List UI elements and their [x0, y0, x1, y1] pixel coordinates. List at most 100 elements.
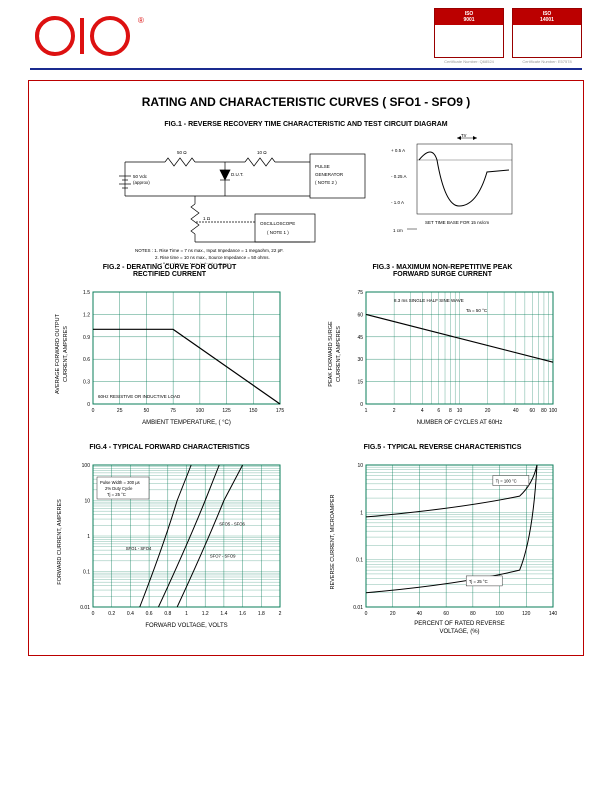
- svg-text:Ta = 50 °C: Ta = 50 °C: [466, 308, 488, 313]
- logo: ®: [30, 11, 150, 61]
- cert-badges: ISO9001 Certificate Number: Q68524 ISO14…: [434, 8, 582, 64]
- svg-text:1: 1: [185, 611, 188, 617]
- svg-text:4: 4: [420, 408, 423, 414]
- cert2-caption: Certificate Number: E57578: [512, 59, 582, 64]
- fig1-note1: NOTES : 1. Rise Time = 7 ns max., Input …: [135, 248, 284, 253]
- svg-text:100: 100: [548, 408, 557, 414]
- svg-text:SFO5 - SFO6: SFO5 - SFO6: [219, 521, 245, 526]
- svg-text:0.6: 0.6: [83, 357, 90, 363]
- fig1-wl-tb: SET TIME BASE FOR 15 ns/cm: [425, 220, 489, 225]
- fig4-chart: 00.20.40.60.811.21.41.61.820.010.1110100…: [45, 457, 295, 637]
- svg-text:100: 100: [495, 611, 504, 617]
- svg-text:75: 75: [357, 290, 363, 296]
- svg-text:40: 40: [416, 611, 422, 617]
- svg-text:0.1: 0.1: [356, 558, 363, 564]
- fig5-title: FIG.5 - TYPICAL REVERSE CHARACTERISTICS: [310, 444, 575, 451]
- svg-text:0: 0: [360, 402, 363, 408]
- svg-text:1.2: 1.2: [201, 611, 208, 617]
- main-title: RATING AND CHARACTERISTIC CURVES ( SFO1 …: [37, 95, 575, 109]
- svg-text:175: 175: [275, 408, 284, 414]
- svg-text:NUMBER OF CYCLES AT 60Hz: NUMBER OF CYCLES AT 60Hz: [416, 420, 502, 426]
- svg-text:60: 60: [357, 312, 363, 318]
- svg-text:Pulse Width = 300 µs: Pulse Width = 300 µs: [100, 480, 140, 485]
- svg-text:80: 80: [470, 611, 476, 617]
- svg-text:SFO7 - SFO9: SFO7 - SFO9: [209, 553, 235, 558]
- svg-text:0.2: 0.2: [108, 611, 115, 617]
- svg-text:Tj = 25 °C: Tj = 25 °C: [107, 492, 126, 497]
- svg-text:AMBIENT TEMPERATURE, ( °C): AMBIENT TEMPERATURE, ( °C): [142, 420, 231, 426]
- svg-text:®: ®: [138, 16, 144, 25]
- svg-text:1: 1: [364, 408, 367, 414]
- svg-text:2: 2: [392, 408, 395, 414]
- cert-iso-9001: ISO9001: [434, 8, 504, 58]
- svg-text:FORWARD CURRENT, AMPERES: FORWARD CURRENT, AMPERES: [57, 499, 63, 585]
- svg-text:PEAK FORWARD SURGE: PEAK FORWARD SURGE: [328, 321, 334, 387]
- svg-text:30: 30: [357, 357, 363, 363]
- svg-text:150: 150: [249, 408, 258, 414]
- svg-text:0.3: 0.3: [83, 380, 90, 386]
- svg-text:10: 10: [456, 408, 462, 414]
- svg-text:120: 120: [522, 611, 531, 617]
- fig5-chart: 0204060801001201400.010.1110Tj = 100 °CT…: [318, 457, 568, 637]
- svg-text:PERCENT OF RATED REVERSE: PERCENT OF RATED REVERSE: [414, 621, 504, 627]
- fig1-wave: Trr + 0.5 A - 0.25 A - 1.0 A SET TIME BA…: [387, 134, 517, 244]
- svg-text:1.2: 1.2: [83, 312, 90, 318]
- svg-text:10: 10: [84, 499, 90, 505]
- svg-text:( NOTE 1 ): ( NOTE 1 ): [267, 230, 289, 235]
- svg-text:50 Vdc: 50 Vdc: [133, 174, 148, 179]
- svg-text:PULSE: PULSE: [315, 164, 330, 169]
- svg-text:GENERATOR: GENERATOR: [315, 172, 344, 177]
- svg-text:CURRENT, AMPERES: CURRENT, AMPERES: [63, 326, 69, 382]
- svg-text:40: 40: [513, 408, 519, 414]
- fig1-r10: 10 Ω: [257, 150, 267, 155]
- svg-text:60: 60: [529, 408, 535, 414]
- cert2-num: 14001: [540, 17, 554, 23]
- svg-text:Tj = 100 °C: Tj = 100 °C: [495, 479, 516, 484]
- cert-iso-14001: ISO14001: [512, 8, 582, 58]
- svg-text:20: 20: [484, 408, 490, 414]
- svg-text:REVERSE CURRENT, MICROAMPER: REVERSE CURRENT, MICROAMPER: [330, 494, 336, 589]
- svg-text:6: 6: [437, 408, 440, 414]
- fig1-wl-cm: 1 cm: [393, 228, 403, 233]
- svg-text:0.1: 0.1: [83, 570, 90, 576]
- svg-text:SFO1 - SFO4: SFO1 - SFO4: [125, 546, 151, 551]
- svg-text:0.01: 0.01: [80, 605, 90, 611]
- svg-text:0: 0: [91, 611, 94, 617]
- fig1-r1: 1 Ω: [203, 216, 211, 221]
- fig1-note2: 2. Rise time = 10 ns max., Source Impeda…: [155, 255, 270, 260]
- fig1-dut: D.U.T.: [231, 172, 244, 177]
- fig1-r50: 50 Ω: [177, 150, 187, 155]
- svg-text:1.8: 1.8: [257, 611, 264, 617]
- svg-text:0: 0: [87, 402, 90, 408]
- svg-text:1: 1: [360, 510, 363, 516]
- svg-text:FORWARD VOLTAGE, VOLTS: FORWARD VOLTAGE, VOLTS: [145, 623, 227, 629]
- svg-text:Tj = 25 °C: Tj = 25 °C: [468, 579, 487, 584]
- svg-text:25: 25: [116, 408, 122, 414]
- cert1-num: 9001: [463, 17, 474, 23]
- svg-text:(approx): (approx): [133, 180, 150, 185]
- fig1-circuit: 50 Ω 10 Ω D.U.T. 50 Vdc (approx) 1 Ω PUL…: [95, 134, 375, 264]
- svg-text:8: 8: [449, 408, 452, 414]
- svg-text:75: 75: [170, 408, 176, 414]
- svg-text:0.8: 0.8: [164, 611, 171, 617]
- svg-text:8.3 ms SINGLE HALF SINE WAVE: 8.3 ms SINGLE HALF SINE WAVE: [394, 298, 464, 303]
- svg-text:0.9: 0.9: [83, 335, 90, 341]
- svg-text:15: 15: [357, 380, 363, 386]
- svg-text:60: 60: [443, 611, 449, 617]
- cert1-caption: Certificate Number: Q68524: [434, 59, 504, 64]
- svg-text:45: 45: [357, 335, 363, 341]
- svg-text:100: 100: [195, 408, 204, 414]
- svg-text:OSCILLOSCOPE: OSCILLOSCOPE: [260, 221, 295, 226]
- svg-text:AVERAGE FORWARD OUTPUT: AVERAGE FORWARD OUTPUT: [55, 313, 61, 394]
- fig3-chart: 1 2 4 6 8 10 20 40 60 80100 0 15 30 45 60 75 8.3 ms SING…: [318, 284, 568, 434]
- fig1-title: FIG.1 - REVERSE RECOVERY TIME CHARACTERI…: [37, 121, 575, 128]
- fig2-title: FIG.2 - DERATING CURVE FOR OUTPUT RECTIF…: [37, 264, 302, 278]
- svg-text:125: 125: [222, 408, 231, 414]
- svg-text:0.6: 0.6: [145, 611, 152, 617]
- svg-text:( NOTE 2 ): ( NOTE 2 ): [315, 180, 337, 185]
- svg-text:0.4: 0.4: [126, 611, 133, 617]
- svg-text:80: 80: [541, 408, 547, 414]
- svg-text:10: 10: [357, 463, 363, 469]
- svg-text:0: 0: [364, 611, 367, 617]
- svg-text:1.6: 1.6: [239, 611, 246, 617]
